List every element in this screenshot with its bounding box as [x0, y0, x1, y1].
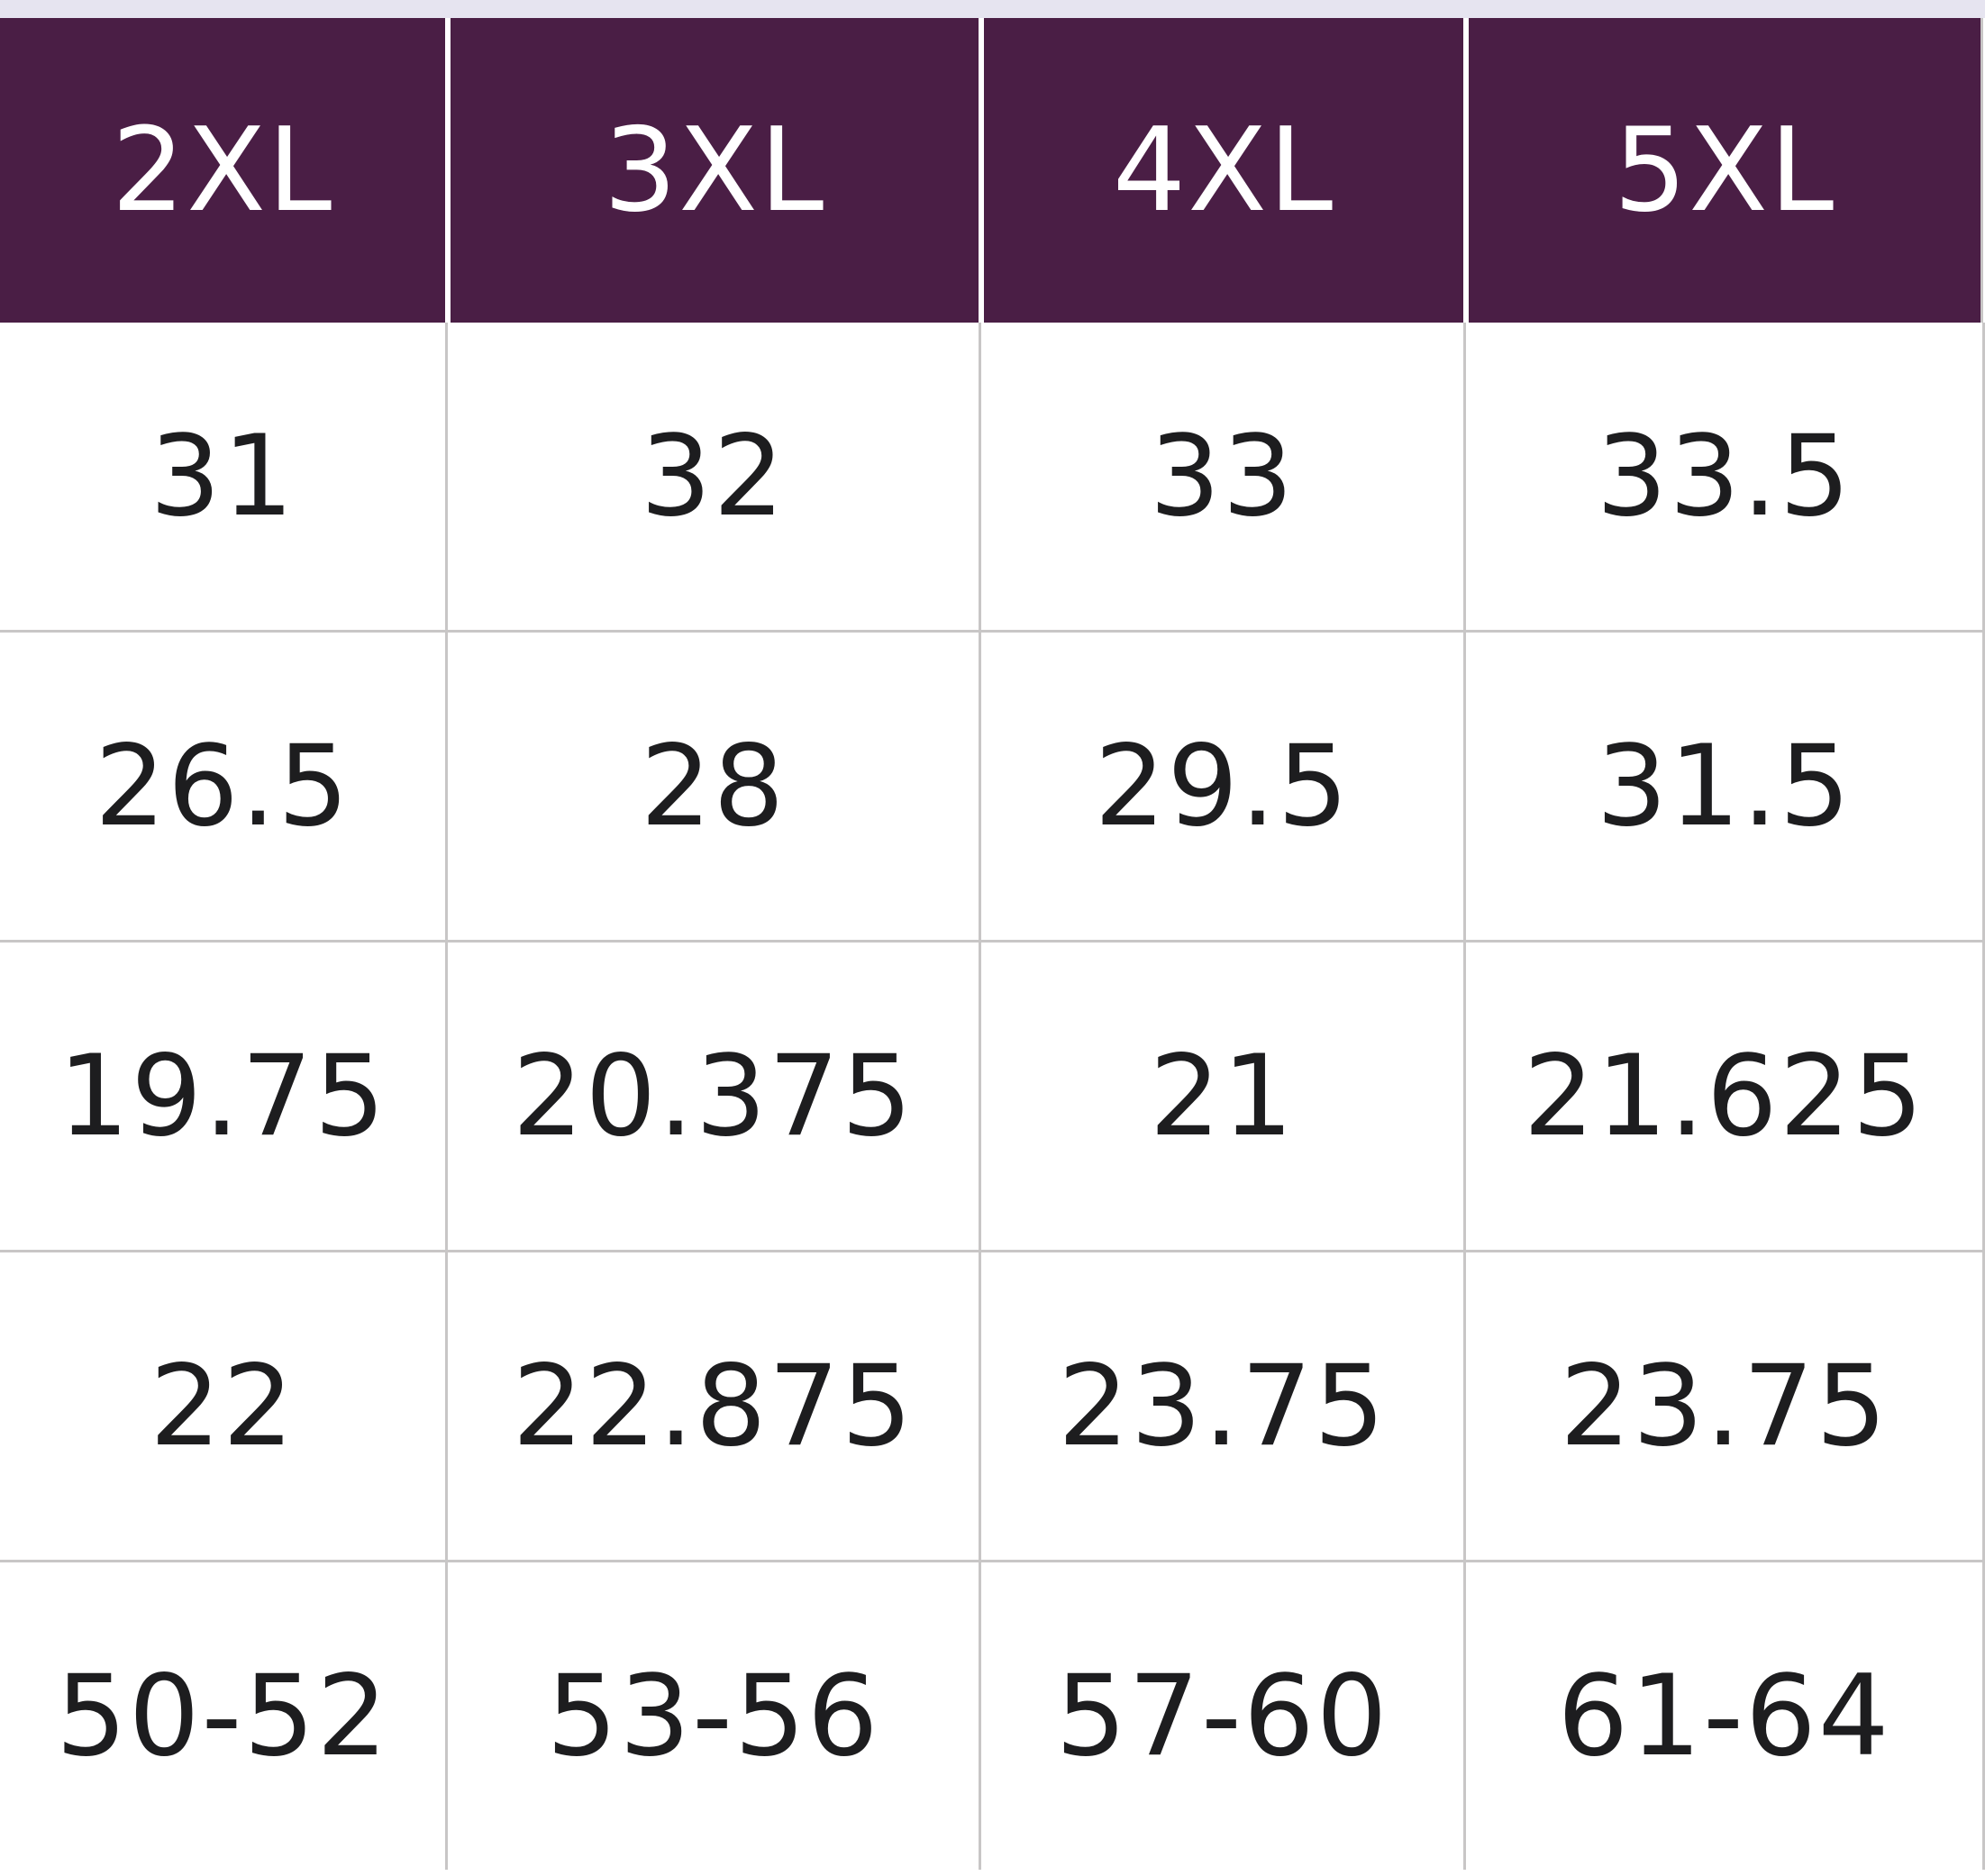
table-cell: 53-56	[448, 1562, 981, 1870]
table-cell: 61-64	[1466, 1562, 1985, 1870]
table-cell: 29.5	[981, 633, 1466, 940]
table-row: 50-52 53-56 57-60 61-64	[0, 1562, 1985, 1872]
table-row: 31 32 33 33.5	[0, 323, 1985, 633]
table-cell: 21	[981, 943, 1466, 1250]
table-cell: 31.5	[1466, 633, 1985, 940]
header-cell-4xl: 4XL	[984, 18, 1463, 323]
table-row: 22 22.875 23.75 23.75	[0, 1252, 1985, 1562]
table-cell: 31	[0, 323, 448, 630]
table-cell: 50-52	[0, 1562, 448, 1870]
table-cell: 33	[981, 323, 1466, 630]
size-chart-table: 2XL 3XL 4XL 5XL 31 32 33 33.5 26.5 28 29…	[0, 18, 1985, 1876]
top-strip	[0, 0, 1985, 18]
table-cell: 57-60	[981, 1562, 1466, 1870]
header-cell-2xl: 2XL	[0, 18, 445, 323]
table-cell: 22	[0, 1252, 448, 1560]
table-cell: 32	[448, 323, 981, 630]
header-cell-3xl: 3XL	[451, 18, 979, 323]
table-row: 26.5 28 29.5 31.5	[0, 633, 1985, 943]
table-cell: 23.75	[981, 1252, 1466, 1560]
table-cell: 33.5	[1466, 323, 1985, 630]
table-cell: 19.75	[0, 943, 448, 1250]
header-cell-5xl: 5XL	[1469, 18, 1983, 323]
table-cell: 21.625	[1466, 943, 1985, 1250]
table-row: 19.75 20.375 21 21.625	[0, 943, 1985, 1252]
table-header-row: 2XL 3XL 4XL 5XL	[0, 18, 1985, 323]
table-cell: 22.875	[448, 1252, 981, 1560]
table-cell: 26.5	[0, 633, 448, 940]
table-cell: 23.75	[1466, 1252, 1985, 1560]
table-cell: 28	[448, 633, 981, 940]
table-cell: 20.375	[448, 943, 981, 1250]
